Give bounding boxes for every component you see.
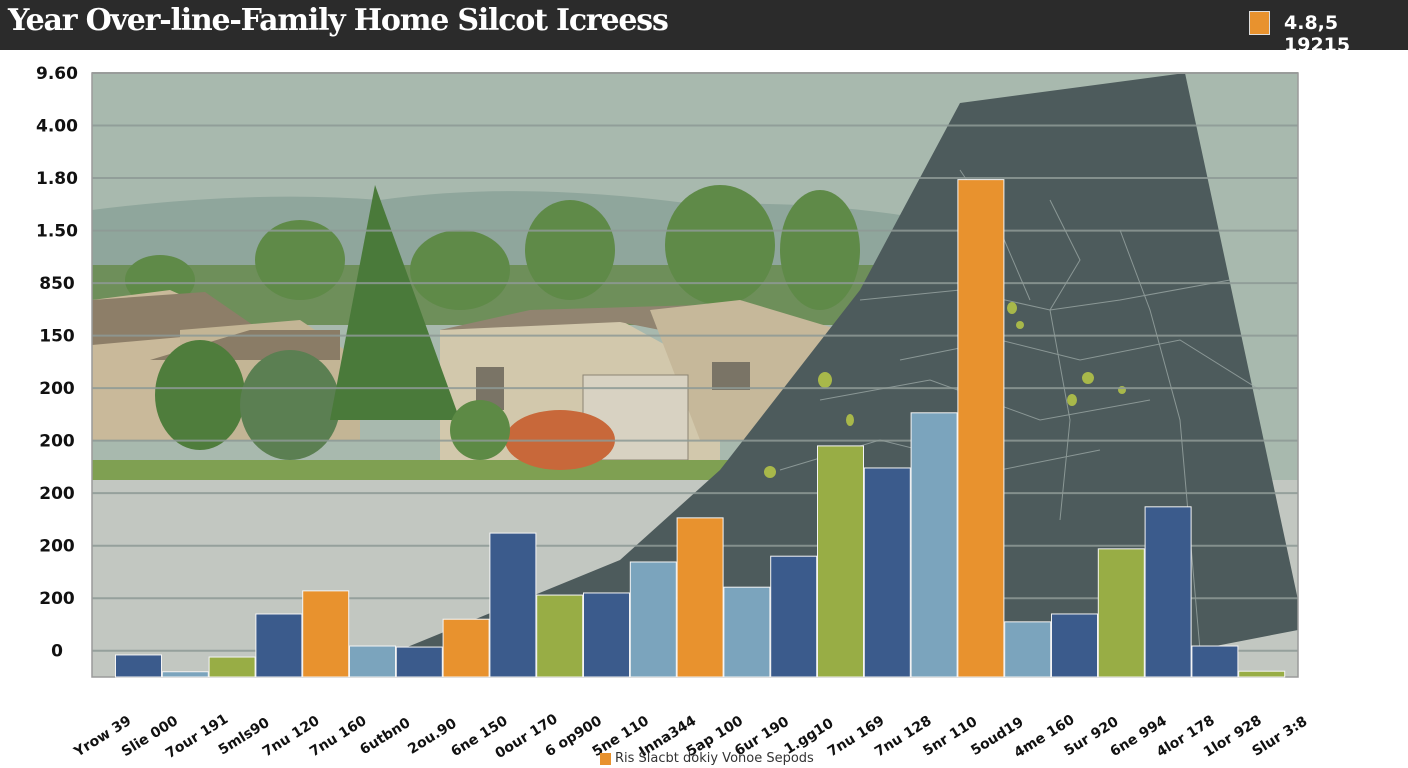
bar-3 bbox=[208, 656, 256, 678]
legend-swatch bbox=[600, 752, 611, 765]
y-tick-label: 850 bbox=[39, 274, 75, 294]
y-tick-label: 9.60 bbox=[36, 64, 78, 84]
y-tick-label: 200 bbox=[39, 484, 75, 504]
bar-21 bbox=[1051, 613, 1098, 678]
bar-11 bbox=[583, 592, 630, 678]
bar-23 bbox=[1144, 506, 1192, 678]
bar-2 bbox=[161, 671, 209, 678]
bar-16 bbox=[817, 445, 864, 678]
bar-17 bbox=[863, 467, 911, 678]
bar-7 bbox=[395, 646, 443, 678]
header-value: 4.8,5 19215 bbox=[1284, 12, 1351, 56]
legend-label: Ris Slacbt dokiy Vonoe Sepods bbox=[615, 751, 814, 766]
chart-title: Year Over-line-Family Home Silcot Icrees… bbox=[8, 3, 669, 38]
bar-1 bbox=[115, 654, 162, 678]
y-tick-label: 200 bbox=[39, 379, 75, 399]
bar-15 bbox=[770, 555, 818, 678]
bar-4 bbox=[255, 613, 303, 678]
y-axis: 9.60 4.00 1.80 1.50 850 150 200 200 200 200 200 0 bbox=[36, 64, 78, 662]
y-tick-label: 0 bbox=[51, 642, 63, 662]
y-tick-label: 200 bbox=[39, 589, 75, 609]
y-tick-label: 1.50 bbox=[36, 222, 78, 242]
title-bar: Year Over-line-Family Home Silcot Icrees… bbox=[0, 0, 1408, 56]
bars bbox=[115, 179, 1286, 678]
y-tick-label: 200 bbox=[39, 537, 75, 557]
bar-12 bbox=[629, 561, 677, 678]
legend: Ris Slacbt dokiy Vonoe Sepods bbox=[600, 751, 814, 766]
y-tick-label: 4.00 bbox=[36, 117, 78, 137]
bar-25 bbox=[1238, 670, 1286, 678]
y-tick-label: 150 bbox=[39, 327, 75, 347]
bar-13 bbox=[676, 517, 724, 678]
y-tick-label: 200 bbox=[39, 432, 75, 452]
header-legend-swatch bbox=[1249, 11, 1270, 35]
bar-6 bbox=[349, 645, 396, 678]
bar-8 bbox=[442, 618, 490, 678]
y-tick-label: 1.80 bbox=[36, 169, 78, 189]
bar-5 bbox=[302, 590, 350, 678]
bar-14 bbox=[723, 586, 771, 678]
bar-18 bbox=[910, 412, 958, 678]
bar-19 bbox=[957, 179, 1005, 678]
bar-20 bbox=[1004, 621, 1052, 678]
bar-10 bbox=[536, 594, 584, 678]
bar-9 bbox=[489, 532, 537, 678]
bar-24 bbox=[1191, 645, 1239, 678]
bar-22 bbox=[1097, 548, 1145, 678]
